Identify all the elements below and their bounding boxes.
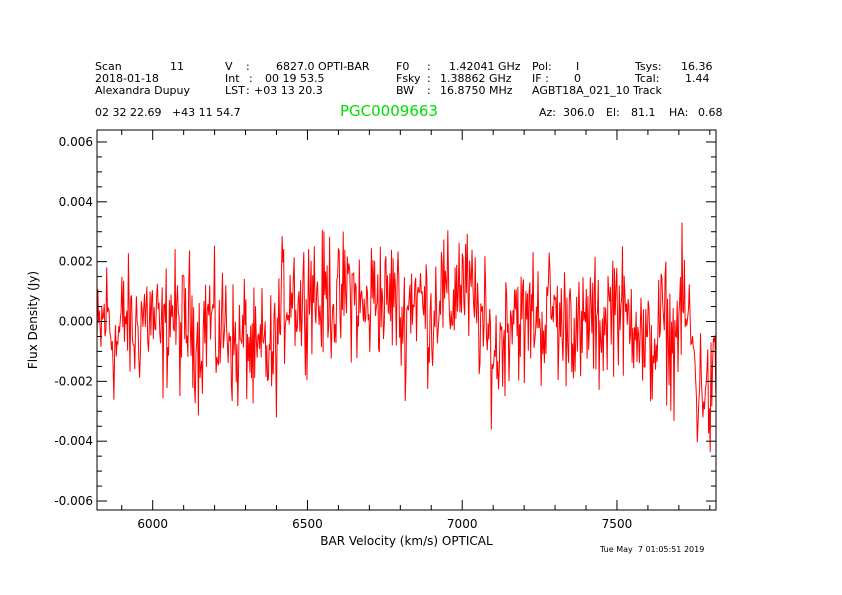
plot-frame [96, 129, 717, 511]
v-label: V [225, 60, 233, 73]
x-tick-label: 7000 [447, 517, 478, 531]
obs-date: 2018-01-18 [95, 72, 159, 85]
tcal-value: 1.44 [685, 72, 710, 85]
bw-value: 16.8750 MHz [440, 84, 513, 97]
ha-label: HA: [669, 106, 689, 119]
y-tick-label: -0.002 [54, 374, 93, 388]
x-tick-label: 6500 [292, 517, 323, 531]
scan-value: 11 [170, 60, 184, 73]
int-value: 00 19 53.5 [265, 72, 325, 85]
y-tick-label: 0.002 [59, 255, 93, 269]
pol-label: Pol: [532, 60, 552, 73]
spectrum-series [96, 222, 717, 453]
bw-sep: : [427, 84, 431, 97]
object-name: PGC0009663 [340, 102, 438, 120]
y-axis-title: Flux Density (Jy) [26, 271, 40, 369]
y-tick-label: -0.004 [54, 434, 93, 448]
y-tick-label: 0.006 [59, 135, 93, 149]
lst-sep: : [246, 84, 250, 97]
f0-value: 1.42041 GHz [449, 60, 521, 73]
if-label: IF : [532, 72, 549, 85]
tsys-label: Tsys: [635, 60, 662, 73]
tsys-value: 16.36 [681, 60, 713, 73]
timestamp: Tue May 7 01:05:51 2019 [600, 545, 705, 554]
int-label: Int [225, 72, 240, 85]
bw-label: BW [396, 84, 415, 97]
lst-label: LST [225, 84, 245, 97]
coordinates: 02 32 22.69 +43 11 54.7 [95, 106, 241, 119]
ha-value: 0.68 [698, 106, 723, 119]
tcal-label: Tcal: [635, 72, 660, 85]
x-axis-title: BAR Velocity (km/s) OPTICAL [320, 534, 493, 548]
lst-value: +03 13 20.3 [254, 84, 323, 97]
int-sep: : [249, 72, 253, 85]
x-tick-label: 6000 [137, 517, 168, 531]
fsky-label: Fsky [396, 72, 421, 85]
spectrum-line [96, 222, 717, 453]
observer-name: Alexandra Dupuy [95, 84, 191, 97]
v-value: 6827.0 OPTI-BAR [276, 60, 370, 73]
axis-ticks: 6000 6500 7000 7500 -0.006 -0.004 -0.002 0.000 0… [54, 130, 716, 531]
v-sep: : [246, 60, 250, 73]
project-id: AGBT18A_021_10 Track [532, 84, 662, 97]
el-label: El: [606, 106, 620, 119]
pol-value: I [576, 60, 580, 73]
fsky-sep: : [427, 72, 431, 85]
f0-label: F0 [396, 60, 410, 73]
f0-sep: : [427, 60, 431, 73]
scan-label: Scan [95, 60, 122, 73]
if-value: 0 [574, 72, 581, 85]
az-value: 306.0 [563, 106, 595, 119]
y-tick-label: 0.004 [59, 195, 93, 209]
y-tick-label: 0.000 [59, 314, 93, 328]
y-tick-label: -0.006 [54, 494, 93, 508]
az-label: Az: [539, 106, 557, 119]
fsky-value: 1.38862 GHz [440, 72, 512, 85]
x-tick-label: 7500 [602, 517, 633, 531]
el-value: 81.1 [631, 106, 656, 119]
